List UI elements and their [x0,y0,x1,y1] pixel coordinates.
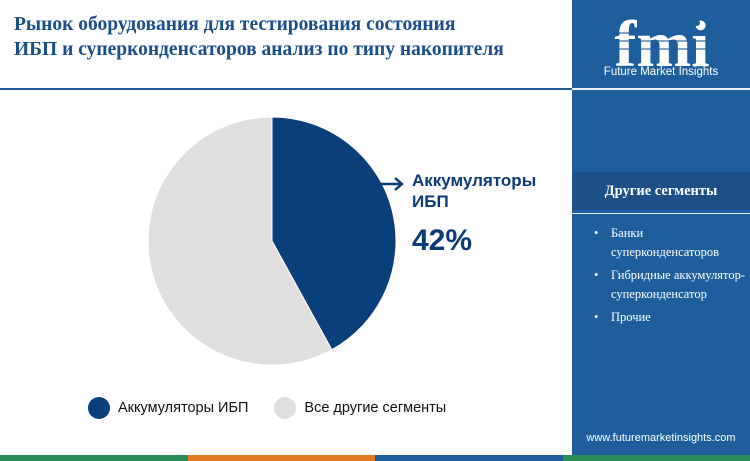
legend-swatch-other-segments [274,397,297,419]
chart-legend: Аккумуляторы ИБП Все другие сегменты [88,396,472,420]
segment-bullet: • [594,226,599,240]
segment-label: Прочие [611,310,651,324]
segment-item-others: • Прочие [594,308,746,327]
legend-swatch-ups-batteries [88,397,110,419]
chart-title-line-2: ИБП и суперконденсаторов анализ по типу … [14,39,504,60]
brand-divider [572,88,750,90]
pie-chart [147,116,397,366]
segments-divider [572,213,750,214]
other-segments-heading-text: Другие сегменты [604,182,718,199]
callout-label-line-1: Аккумуляторы [412,171,537,190]
chart-title: Рынок оборудования для тестирования сост… [14,12,564,62]
title-divider [0,88,572,90]
bottom-bar-segment [187,455,375,461]
bottom-bar-segment [375,455,563,461]
bottom-bar-segment [0,455,188,461]
callout-value: 42% [412,224,473,257]
fmi-logo-icon: fmi [611,10,710,81]
legend-label-other-segments: Все другие сегменты [304,400,447,416]
legend-item-other-segments: Все другие сегменты [274,397,446,419]
callout-label-line-2: ИБП [412,192,449,211]
sidebar-panel: fmi Future Market Insights Другие сегмен… [572,0,750,461]
website-url: www.futuremarketinsights.com [586,432,736,444]
callout-arrow-icon [379,177,404,191]
segment-label: Банки суперконденсаторов [611,226,719,259]
pie-slice-other-segments [147,116,333,366]
segment-bullet: • [594,268,599,282]
other-segments-heading: Другие сегменты [572,172,750,210]
segment-label: Гибридные аккумулятор-суперконденсатор [611,268,746,301]
chart-title-line-1: Рынок оборудования для тестирования сост… [14,14,456,35]
legend-label-ups-batteries: Аккумуляторы ИБП [118,400,249,416]
callout-label: Аккумуляторы ИБП [412,170,572,212]
pie-slice-ups-batteries [271,116,397,351]
segment-bullet: • [594,310,599,324]
bottom-bar-segment [562,455,750,461]
other-segments-list: • Банки суперконденсаторов • Гибридные а… [594,224,746,331]
legend-item-ups-batteries: Аккумуляторы ИБП [88,397,248,419]
brand-name: Future Market Insights [603,66,719,78]
bottom-color-bar [0,455,750,461]
segment-item-supercapacitor-banks: • Банки суперконденсаторов [594,224,746,262]
logo-wordmark: fmi [614,10,709,81]
segment-item-hybrid: • Гибридные аккумулятор-суперконденсатор [594,266,746,304]
